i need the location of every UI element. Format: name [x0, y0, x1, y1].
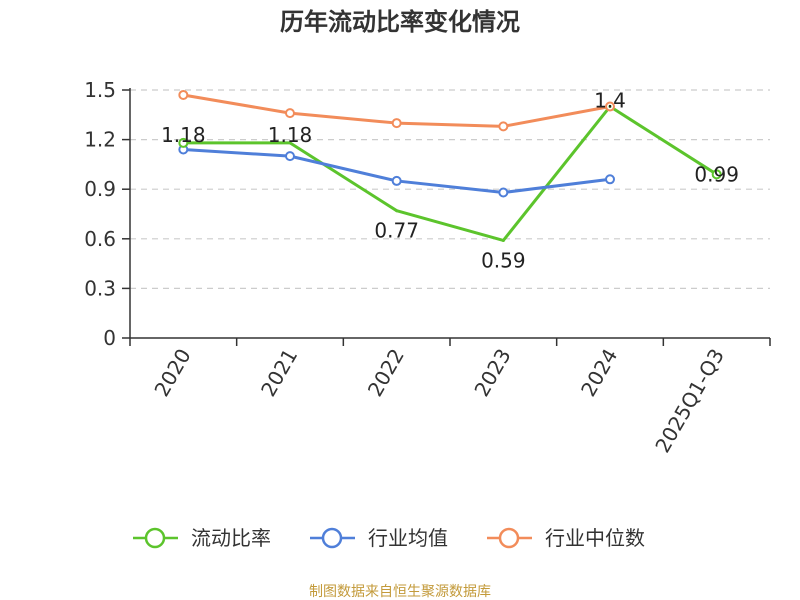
grid-lines — [130, 89, 770, 289]
x-tick-label: 2024 — [576, 345, 622, 401]
x-tick-label: 2022 — [363, 345, 409, 401]
legend-item-1[interactable]: 行业均值 — [310, 526, 448, 550]
series-layer — [178, 89, 722, 242]
point-0-0[interactable] — [178, 137, 189, 148]
data-label: 1.18 — [268, 123, 313, 147]
point-1-2[interactable] — [391, 175, 402, 186]
x-tick-label: 2021 — [256, 345, 302, 401]
point-1-1[interactable] — [285, 151, 295, 162]
data-label: 0.99 — [694, 162, 739, 186]
data-label: 0.59 — [481, 248, 526, 272]
point-1-4[interactable] — [605, 174, 615, 185]
data-label: 0.77 — [374, 219, 419, 243]
legend-label: 行业中位数 — [545, 526, 645, 550]
legend[interactable]: 流动比率 行业均值 行业中位数 — [133, 526, 645, 550]
point-0-1[interactable] — [288, 141, 292, 145]
legend-item-0[interactable]: 流动比率 — [133, 526, 271, 550]
chart-title: 历年流动比率变化情况 — [280, 8, 520, 36]
legend-swatch-marker — [498, 527, 520, 549]
point-2-1[interactable] — [285, 108, 295, 119]
point-0-4[interactable] — [608, 105, 612, 109]
y-tick-label: 1.2 — [84, 128, 116, 152]
legend-swatch-marker — [321, 527, 343, 549]
x-tick-label: 2023 — [469, 345, 515, 401]
series-line-0 — [183, 105, 718, 242]
series-line-1 — [183, 148, 611, 195]
legend-label: 流动比率 — [191, 526, 271, 550]
data-labels: 1.18 1.18 0.77 0.59 1.4 0.99 — [161, 89, 739, 273]
point-0-3[interactable] — [501, 238, 505, 242]
legend-label: 行业均值 — [368, 526, 448, 550]
y-tick-label: 0.3 — [84, 276, 116, 300]
y-tick-label: 0.9 — [84, 177, 116, 201]
source-note: 制图数据来自恒生聚源数据库 — [309, 584, 491, 600]
data-label: 1.4 — [594, 89, 626, 113]
x-tick-label: 2020 — [149, 345, 195, 401]
legend-item-2[interactable]: 行业中位数 — [487, 526, 645, 550]
y-tick-label: 0.6 — [84, 227, 116, 251]
point-1-3[interactable] — [498, 187, 509, 198]
legend-swatch-marker — [144, 527, 166, 549]
point-2-2[interactable] — [391, 118, 402, 129]
point-0-5[interactable] — [711, 169, 722, 180]
point-0-2[interactable] — [395, 209, 399, 213]
point-2-0[interactable] — [178, 89, 189, 100]
y-tick-label: 0 — [103, 326, 116, 350]
x-tick-label: 2025Q1-Q3 — [650, 345, 729, 457]
y-tick-label: 1.5 — [84, 78, 116, 102]
point-2-3[interactable] — [498, 121, 509, 132]
data-label: 1.18 — [161, 123, 206, 147]
